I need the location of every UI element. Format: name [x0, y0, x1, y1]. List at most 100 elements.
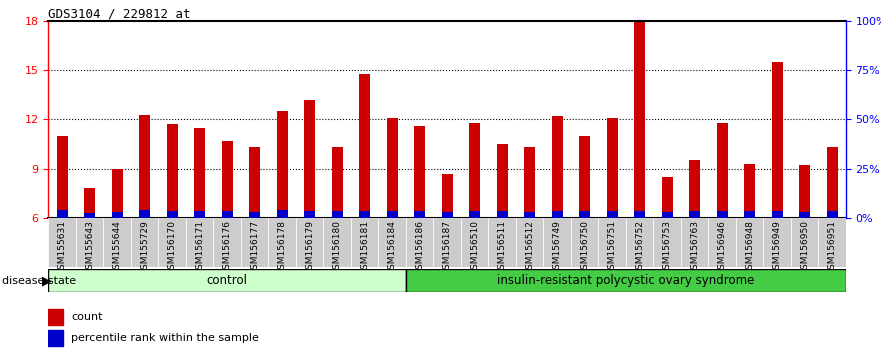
Text: GSM156946: GSM156946 — [717, 220, 727, 275]
Text: GSM156750: GSM156750 — [580, 220, 589, 275]
Bar — [85, 188, 95, 218]
FancyBboxPatch shape — [598, 218, 626, 267]
Bar — [524, 147, 535, 218]
Bar — [634, 21, 645, 218]
Bar — [387, 118, 397, 218]
Bar — [552, 116, 563, 218]
Bar — [387, 211, 397, 218]
Text: GSM156749: GSM156749 — [552, 220, 561, 275]
Bar — [469, 211, 480, 218]
FancyBboxPatch shape — [433, 218, 461, 267]
Text: GSM156181: GSM156181 — [360, 220, 369, 275]
FancyBboxPatch shape — [818, 218, 846, 267]
Bar — [277, 210, 287, 218]
FancyBboxPatch shape — [626, 218, 654, 267]
Text: GSM155644: GSM155644 — [113, 220, 122, 275]
FancyBboxPatch shape — [681, 218, 708, 267]
FancyBboxPatch shape — [516, 218, 544, 267]
Text: GSM156512: GSM156512 — [525, 220, 534, 275]
Text: GSM155643: GSM155643 — [85, 220, 94, 275]
Bar — [524, 212, 535, 218]
Bar — [112, 169, 122, 218]
Bar — [579, 211, 590, 218]
FancyBboxPatch shape — [296, 218, 323, 267]
Bar — [222, 141, 233, 218]
Text: GSM156179: GSM156179 — [305, 220, 315, 275]
Text: GSM156948: GSM156948 — [745, 220, 754, 275]
Bar — [167, 124, 178, 218]
Bar — [48, 330, 63, 346]
Bar — [826, 147, 838, 218]
Text: GSM156171: GSM156171 — [196, 220, 204, 275]
Bar — [359, 74, 370, 218]
Text: GSM156511: GSM156511 — [498, 220, 507, 275]
Bar — [139, 115, 150, 218]
FancyBboxPatch shape — [571, 218, 598, 267]
Text: GSM156180: GSM156180 — [333, 220, 342, 275]
Text: GSM156950: GSM156950 — [800, 220, 809, 275]
FancyBboxPatch shape — [736, 218, 763, 267]
Bar — [772, 62, 782, 218]
Text: GSM156951: GSM156951 — [827, 220, 837, 275]
Text: GSM155631: GSM155631 — [57, 220, 67, 275]
Bar — [249, 212, 260, 218]
Text: count: count — [70, 312, 102, 322]
FancyBboxPatch shape — [461, 218, 488, 267]
Text: GSM156176: GSM156176 — [223, 220, 232, 275]
Bar — [469, 123, 480, 218]
Bar — [606, 211, 618, 218]
FancyBboxPatch shape — [791, 218, 818, 267]
Bar — [194, 128, 205, 218]
Text: GSM156186: GSM156186 — [415, 220, 424, 275]
Bar — [304, 211, 315, 218]
Bar — [167, 211, 178, 218]
FancyBboxPatch shape — [654, 218, 681, 267]
Bar — [249, 147, 260, 218]
Text: GSM156178: GSM156178 — [278, 220, 286, 275]
Bar — [441, 173, 453, 218]
Text: ▶: ▶ — [42, 274, 52, 287]
Bar — [331, 147, 343, 218]
Text: GSM156753: GSM156753 — [663, 220, 671, 275]
Bar — [277, 111, 287, 218]
Text: GSM156170: GSM156170 — [167, 220, 177, 275]
FancyBboxPatch shape — [488, 218, 516, 267]
Text: GSM155729: GSM155729 — [140, 220, 149, 275]
Text: disease state: disease state — [2, 276, 76, 286]
Text: GSM156177: GSM156177 — [250, 220, 259, 275]
FancyBboxPatch shape — [269, 218, 296, 267]
Bar — [304, 100, 315, 218]
Text: control: control — [207, 274, 248, 287]
Text: GSM156949: GSM156949 — [773, 220, 781, 275]
Text: GSM156752: GSM156752 — [635, 220, 644, 275]
FancyBboxPatch shape — [241, 218, 269, 267]
FancyBboxPatch shape — [406, 269, 846, 292]
Bar — [222, 211, 233, 218]
Text: GSM156751: GSM156751 — [608, 220, 617, 275]
Bar — [497, 144, 507, 218]
Bar — [414, 126, 426, 218]
Text: percentile rank within the sample: percentile rank within the sample — [70, 333, 259, 343]
Bar — [552, 211, 563, 218]
Bar — [85, 213, 95, 218]
Text: GDS3104 / 229812_at: GDS3104 / 229812_at — [48, 7, 191, 20]
FancyBboxPatch shape — [763, 218, 791, 267]
Bar — [716, 123, 728, 218]
Bar — [414, 211, 426, 218]
Bar — [112, 212, 122, 218]
Bar — [799, 212, 810, 218]
Bar — [689, 211, 700, 218]
Bar — [772, 211, 782, 218]
FancyBboxPatch shape — [708, 218, 736, 267]
Text: GSM156763: GSM156763 — [690, 220, 699, 275]
Bar — [662, 212, 672, 218]
FancyBboxPatch shape — [159, 218, 186, 267]
Bar — [716, 211, 728, 218]
FancyBboxPatch shape — [186, 218, 213, 267]
FancyBboxPatch shape — [351, 218, 378, 267]
Bar — [56, 136, 68, 218]
Bar — [606, 118, 618, 218]
FancyBboxPatch shape — [213, 218, 241, 267]
FancyBboxPatch shape — [406, 218, 433, 267]
Text: insulin-resistant polycystic ovary syndrome: insulin-resistant polycystic ovary syndr… — [497, 274, 754, 287]
